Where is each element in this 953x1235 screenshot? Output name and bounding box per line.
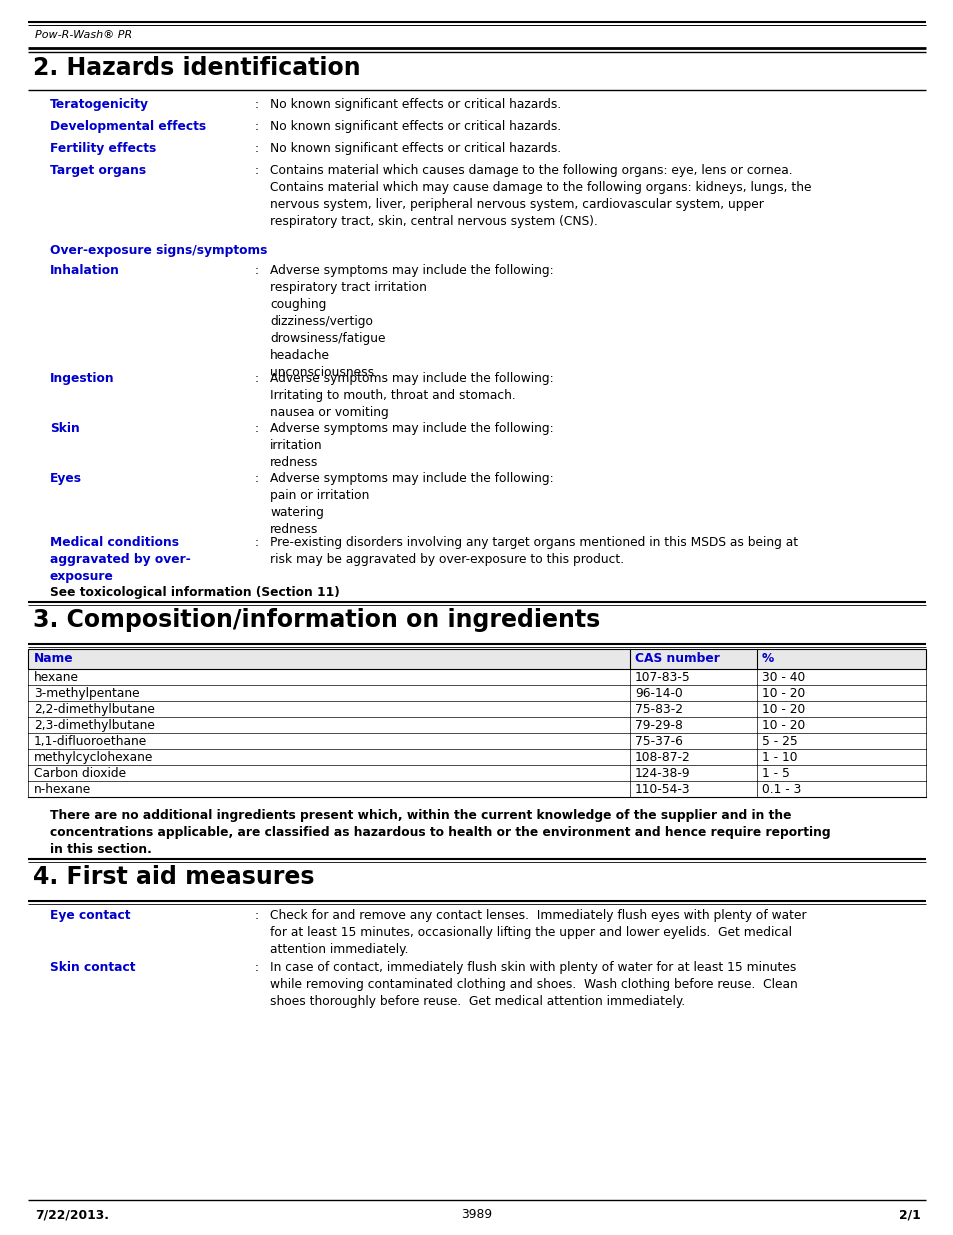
Text: 5 - 25: 5 - 25 — [761, 735, 797, 748]
Text: 75-83-2: 75-83-2 — [635, 703, 682, 716]
Text: Developmental effects: Developmental effects — [50, 120, 206, 133]
Text: methylcyclohexane: methylcyclohexane — [34, 751, 153, 764]
Text: 1 - 10: 1 - 10 — [761, 751, 797, 764]
Text: Contains material which causes damage to the following organs: eye, lens or corn: Contains material which causes damage to… — [270, 164, 811, 228]
Text: In case of contact, immediately flush skin with plenty of water for at least 15 : In case of contact, immediately flush sk… — [270, 961, 797, 1008]
Text: :: : — [254, 536, 258, 550]
Text: Eyes: Eyes — [50, 472, 82, 485]
Text: Eye contact: Eye contact — [50, 909, 131, 923]
Text: 1 - 5: 1 - 5 — [761, 767, 789, 781]
Text: 10 - 20: 10 - 20 — [761, 687, 804, 700]
Text: :: : — [254, 472, 258, 485]
Text: Adverse symptoms may include the following:
Irritating to mouth, throat and stom: Adverse symptoms may include the followi… — [270, 372, 553, 419]
Text: 2,3-dimethylbutane: 2,3-dimethylbutane — [34, 719, 154, 732]
Text: :: : — [254, 961, 258, 974]
Text: 124-38-9: 124-38-9 — [635, 767, 690, 781]
Text: :: : — [254, 120, 258, 133]
Text: Pre-existing disorders involving any target organs mentioned in this MSDS as bei: Pre-existing disorders involving any tar… — [270, 536, 798, 566]
Text: See toxicological information (Section 11): See toxicological information (Section 1… — [50, 585, 339, 599]
Text: 7/22/2013.: 7/22/2013. — [35, 1208, 109, 1221]
Text: :: : — [254, 422, 258, 435]
Text: Teratogenicity: Teratogenicity — [50, 98, 149, 111]
Text: Pow-R-Wash® PR: Pow-R-Wash® PR — [35, 30, 132, 40]
Text: Carbon dioxide: Carbon dioxide — [34, 767, 126, 781]
Text: Over-exposure signs/symptoms: Over-exposure signs/symptoms — [50, 245, 267, 257]
Text: Adverse symptoms may include the following:
irritation
redness: Adverse symptoms may include the followi… — [270, 422, 553, 469]
Text: 0.1 - 3: 0.1 - 3 — [761, 783, 801, 797]
Text: :: : — [254, 142, 258, 156]
Text: n-hexane: n-hexane — [34, 783, 91, 797]
Text: Skin contact: Skin contact — [50, 961, 135, 974]
Text: 3. Composition/information on ingredients: 3. Composition/information on ingredient… — [33, 608, 599, 632]
Text: 30 - 40: 30 - 40 — [761, 671, 804, 684]
Text: 3989: 3989 — [461, 1208, 492, 1221]
Text: :: : — [254, 264, 258, 277]
Text: No known significant effects or critical hazards.: No known significant effects or critical… — [270, 142, 560, 156]
Text: Inhalation: Inhalation — [50, 264, 120, 277]
Text: Name: Name — [34, 652, 73, 664]
Text: 79-29-8: 79-29-8 — [635, 719, 682, 732]
Text: 2. Hazards identification: 2. Hazards identification — [33, 56, 360, 80]
Text: No known significant effects or critical hazards.: No known significant effects or critical… — [270, 120, 560, 133]
Text: CAS number: CAS number — [635, 652, 720, 664]
Text: 4. First aid measures: 4. First aid measures — [33, 864, 314, 889]
Text: :: : — [254, 164, 258, 177]
Text: %: % — [761, 652, 774, 664]
Text: :: : — [254, 372, 258, 385]
Text: 2/1: 2/1 — [899, 1208, 920, 1221]
Text: 10 - 20: 10 - 20 — [761, 703, 804, 716]
Text: Skin: Skin — [50, 422, 80, 435]
Text: Medical conditions
aggravated by over-
exposure: Medical conditions aggravated by over- e… — [50, 536, 191, 583]
Text: Adverse symptoms may include the following:
respiratory tract irritation
coughin: Adverse symptoms may include the followi… — [270, 264, 553, 379]
Text: 2,2-dimethylbutane: 2,2-dimethylbutane — [34, 703, 154, 716]
Text: hexane: hexane — [34, 671, 79, 684]
Text: 75-37-6: 75-37-6 — [635, 735, 682, 748]
Text: 10 - 20: 10 - 20 — [761, 719, 804, 732]
Text: 96-14-0: 96-14-0 — [635, 687, 682, 700]
Text: 1,1-difluoroethane: 1,1-difluoroethane — [34, 735, 147, 748]
FancyBboxPatch shape — [28, 650, 925, 669]
Text: No known significant effects or critical hazards.: No known significant effects or critical… — [270, 98, 560, 111]
Text: Target organs: Target organs — [50, 164, 146, 177]
Text: There are no additional ingredients present which, within the current knowledge : There are no additional ingredients pres… — [50, 809, 830, 856]
Text: Ingestion: Ingestion — [50, 372, 114, 385]
Text: 110-54-3: 110-54-3 — [635, 783, 690, 797]
Text: 107-83-5: 107-83-5 — [635, 671, 690, 684]
Text: :: : — [254, 98, 258, 111]
Text: 3-methylpentane: 3-methylpentane — [34, 687, 139, 700]
Text: :: : — [254, 909, 258, 923]
Text: Check for and remove any contact lenses.  Immediately flush eyes with plenty of : Check for and remove any contact lenses.… — [270, 909, 806, 956]
Text: Adverse symptoms may include the following:
pain or irritation
watering
redness: Adverse symptoms may include the followi… — [270, 472, 553, 536]
Text: 108-87-2: 108-87-2 — [635, 751, 690, 764]
Text: Fertility effects: Fertility effects — [50, 142, 156, 156]
